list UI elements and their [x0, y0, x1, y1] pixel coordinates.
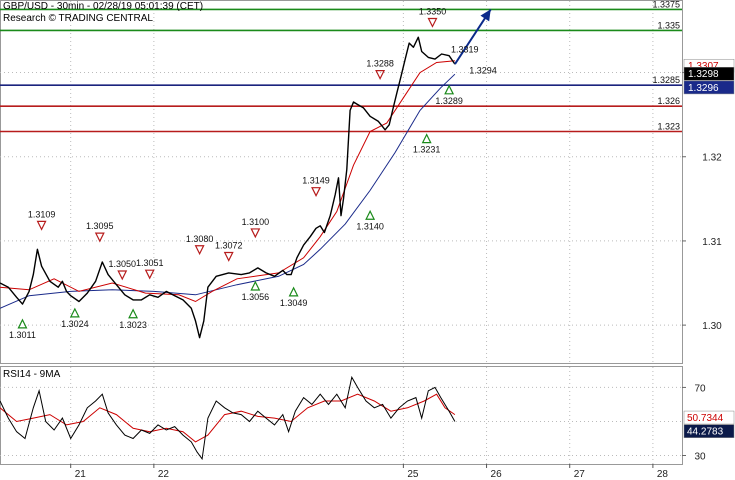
resistance-marker-icon — [311, 187, 322, 198]
rsi-last-value-label: 44.2783 — [687, 427, 724, 438]
resistance-marker-icon — [194, 245, 205, 256]
level-label-support: 1.323 — [657, 121, 680, 131]
support-marker-icon — [128, 308, 139, 319]
resistance-marker-icon — [36, 220, 47, 231]
annotation-label: 1.3080 — [186, 234, 214, 244]
rsi-last-value-box — [683, 410, 735, 425]
annotation-label: 1.3109 — [28, 209, 56, 219]
last-price-label: 1.3296 — [688, 83, 719, 94]
annotation-label: 1.3100 — [242, 217, 270, 227]
resistance-marker-icon — [144, 269, 155, 280]
support-marker-icon — [444, 84, 455, 95]
support-marker-icon — [17, 318, 28, 329]
last-price-label: 1.3298 — [688, 69, 719, 80]
annotation-label: 1.3056 — [242, 292, 270, 302]
projection-line — [454, 8, 492, 65]
annotation-label: 1.3288 — [366, 59, 394, 69]
rsi-ma-path — [0, 393, 456, 443]
rsi-path — [0, 375, 456, 461]
rsi-ma-line — [0, 393, 456, 443]
ma-slow-line — [0, 73, 456, 309]
resistance-marker-icon — [94, 232, 105, 243]
support-marker-icon — [69, 307, 80, 318]
projection-arrow — [454, 8, 492, 65]
projection-arrowhead — [480, 9, 491, 22]
level-label-support: 1.326 — [657, 96, 680, 106]
rsi-last-value-box — [683, 424, 735, 438]
x-tick-label: 27 — [574, 469, 586, 480]
level-label-resistance: 1.3375 — [652, 0, 680, 9]
annotation-label: 1.3023 — [119, 320, 147, 330]
last-price-label: 1.3307 — [688, 61, 719, 72]
annotation-label: 1.3049 — [280, 298, 308, 308]
support-marker-icon — [365, 209, 376, 220]
annotation-label: 1.3140 — [356, 221, 384, 231]
resistance-marker-icon — [375, 70, 386, 81]
support-marker-icon — [288, 286, 299, 297]
level-label-resistance: 1.335 — [657, 20, 680, 30]
level-label-pivot: 1.3285 — [652, 75, 680, 85]
last-price-box — [683, 80, 735, 95]
annotation-label: 1.3095 — [86, 221, 114, 231]
ma-slow-path — [0, 73, 456, 309]
annotation-label: 1.3149 — [302, 176, 330, 186]
chart-title: GBP/USD - 30min - 02/28/19 05:01:39 (CET… — [3, 1, 204, 12]
rsi-line — [0, 375, 456, 461]
rsi-grid — [0, 367, 682, 464]
last-price-box — [683, 66, 735, 81]
annotation-label: 1.3072 — [215, 241, 243, 251]
annotation-label: 1.3294 — [469, 66, 497, 76]
ma-fast-line — [0, 60, 455, 303]
resistance-marker-icon — [250, 228, 261, 239]
rsi-panel: 70 30 50.7344 44.2783 — [0, 366, 735, 465]
resistance-marker-icon — [427, 17, 438, 28]
annotation-label: 1.3011 — [9, 330, 36, 340]
support-marker-icon — [421, 133, 432, 144]
price-y-tick-label: 1.30 — [702, 321, 722, 332]
support-resistance-levels: 1.3375 1.335 1.3285 1.326 1.323 — [0, 0, 682, 133]
price-grid — [0, 1, 682, 363]
rsi-y-tick-label: 30 — [694, 451, 706, 462]
rsi-y-axis: 70 30 50.7344 44.2783 — [682, 383, 735, 462]
annotation-label: 1.3231 — [413, 145, 441, 155]
price-path — [0, 36, 456, 339]
rsi-panel-border — [0, 366, 683, 465]
price-line — [0, 36, 456, 339]
rsi-last-value-label: 50.7344 — [687, 413, 724, 424]
support-marker-icon — [250, 280, 261, 291]
price-y-tick-label: 1.32 — [702, 153, 722, 164]
price-annotations: 1.3011 1.3109 1.3024 1.3095 1.3050 1.3023 1.30… — [9, 6, 497, 339]
time-x-axis: 21 22 25 26 27 28 — [70, 464, 669, 480]
annotation-label: 1.3289 — [435, 96, 463, 106]
rsi-title: RSI14 - 9MA — [3, 369, 61, 380]
resistance-marker-icon — [223, 251, 234, 262]
price-panel-border — [0, 0, 683, 364]
annotation-label: 1.3350 — [419, 6, 447, 16]
ma-fast-path — [0, 60, 455, 303]
rsi-y-tick-label: 70 — [694, 383, 706, 394]
x-tick-label: 22 — [158, 469, 170, 480]
x-tick-label: 21 — [75, 469, 87, 480]
chart-source: Research © TRADING CENTRAL — [3, 13, 153, 24]
price-y-tick-label: 1.31 — [702, 237, 722, 248]
price-panel: 1.3375 1.335 1.3285 1.326 1.323 1.3011 1.3109… — [0, 0, 735, 364]
x-tick-label: 26 — [491, 469, 503, 480]
annotation-label: 1.3024 — [61, 319, 89, 329]
annotation-label: 1.3050 — [108, 259, 136, 269]
annotation-label: 1.3051 — [136, 258, 164, 268]
x-tick-label: 25 — [407, 469, 419, 480]
resistance-marker-icon — [117, 270, 128, 281]
annotation-label: 1.3319 — [451, 45, 479, 55]
x-tick-label: 28 — [657, 469, 669, 480]
